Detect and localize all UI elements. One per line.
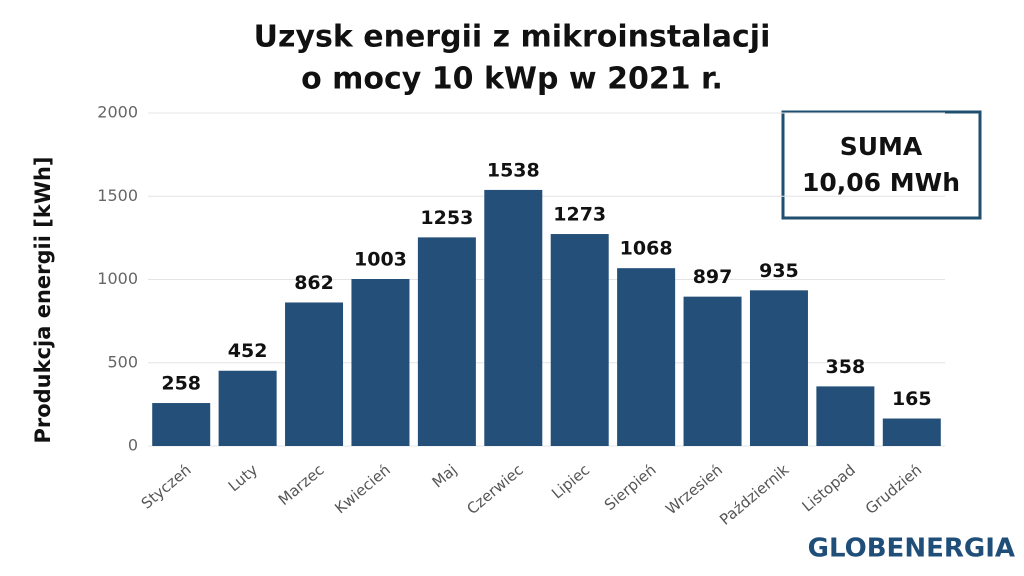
chart-title: Uzysk energii z mikroinstalacji (254, 20, 771, 55)
y-tick-label: 0 (128, 436, 138, 455)
bar (152, 403, 211, 446)
value-label: 358 (826, 356, 866, 378)
y-tick-label: 1500 (97, 186, 138, 205)
bar (683, 296, 742, 446)
bar (882, 418, 941, 446)
y-tick-label: 2000 (97, 103, 138, 122)
value-label: 862 (294, 272, 334, 294)
value-label: 935 (759, 260, 799, 282)
value-label: 1538 (487, 159, 540, 181)
bar (285, 302, 344, 446)
y-tick-label: 500 (107, 352, 138, 371)
logo: GLOBENERGIA (808, 534, 1015, 564)
value-label: 452 (228, 340, 268, 362)
value-label: 258 (161, 373, 201, 395)
value-label: 1003 (354, 249, 407, 271)
bar (816, 386, 875, 446)
bar (550, 234, 609, 446)
annotation: SUMA (840, 132, 923, 161)
value-label: 1068 (620, 238, 673, 260)
bar (484, 189, 543, 446)
bar (417, 237, 476, 446)
y-tick-label: 1000 (97, 269, 138, 288)
bar (218, 370, 277, 446)
annotation: 10,06 MWh (802, 168, 960, 197)
value-label: 1273 (553, 204, 606, 226)
bar (617, 268, 676, 446)
y-axis-label: Produkcja energii [kWh] (31, 156, 55, 443)
value-label: 897 (693, 266, 733, 288)
bar (351, 279, 410, 446)
bar (749, 290, 808, 446)
chart-title: o mocy 10 kWp w 2021 r. (301, 62, 723, 97)
value-label: 1253 (420, 207, 473, 229)
value-label: 165 (892, 388, 932, 410)
annotation-box (781, 110, 982, 220)
